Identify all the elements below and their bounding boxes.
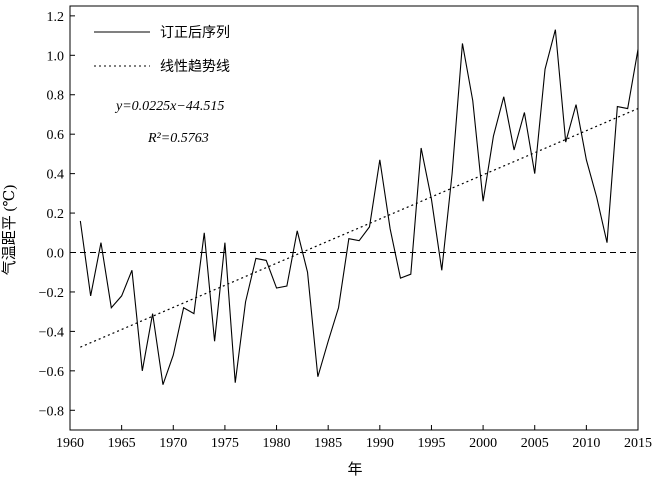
y-tick-label: −0.6 [39,365,64,380]
x-tick-label: 1970 [159,436,187,451]
x-tick-label: 1990 [366,436,394,451]
y-tick-label: 0.0 [47,247,65,262]
y-tick-label: 0.6 [47,128,65,143]
series-line-trend [80,107,639,348]
x-tick-label: 1965 [108,436,136,451]
y-tick-label: −0.2 [39,286,64,301]
plot-area: 1960 1965 1970 1975 1980 1985 1990 1995 2000 2005… [39,5,652,451]
legend-label: 订正后序列 [160,25,230,41]
y-tick-label: −0.4 [39,325,64,340]
series-line-corrected [79,29,639,385]
y-tick-label: 0.2 [47,207,65,222]
x-tick-label: 1995 [417,436,445,451]
x-tick-label: 2000 [469,436,497,451]
x-tick-label: 2005 [521,436,549,451]
x-tick-label: 1960 [56,436,84,451]
y-tick-label: 0.4 [47,168,65,183]
y-tick-label: −0.8 [39,404,64,419]
regression-equation: y=0.0225x−44.515 [114,99,224,114]
x-tick-label: 1975 [211,436,239,451]
y-axis-label: 气温距平 (℃) [1,185,18,276]
y-tick-label: 1.0 [47,49,65,64]
annotations: y=0.0225x−44.515 R²=0.5763 [114,99,224,146]
y-tick-label: 1.2 [47,10,65,25]
x-tick-label: 2015 [624,436,652,451]
r-squared: R²=0.5763 [147,131,209,146]
x-tick-label: 1985 [314,436,342,451]
plot-frame [69,5,639,431]
x-tick-label: 2010 [572,436,600,451]
legend-label: 线性趋势线 [160,59,230,75]
x-tick-label: 1980 [263,436,291,451]
y-tick-label: 0.8 [47,89,65,104]
x-axis-label: 年 [347,461,362,478]
